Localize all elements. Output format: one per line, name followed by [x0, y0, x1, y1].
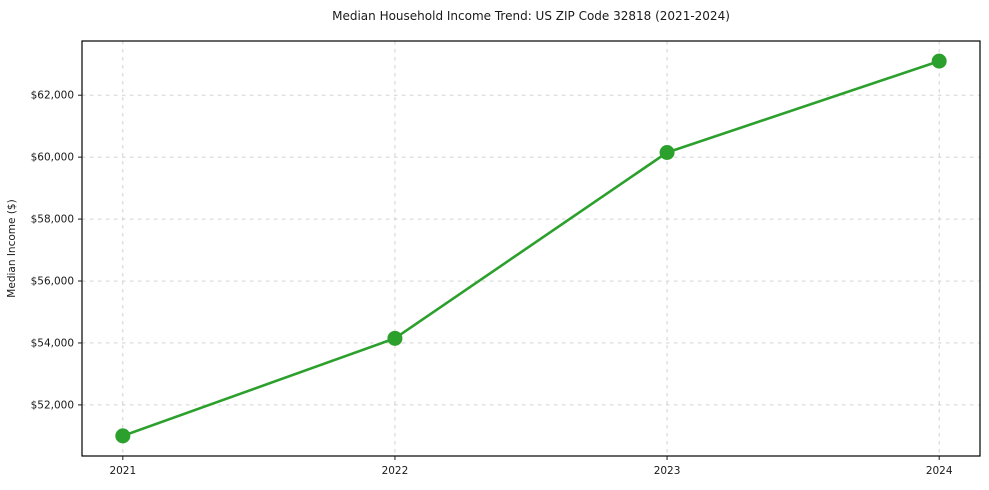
- y-tick-label: $56,000: [31, 275, 74, 287]
- data-point-marker: [659, 144, 675, 160]
- x-tick-label: 2023: [654, 465, 681, 477]
- grid-layer: [82, 41, 980, 456]
- chart-title: Median Household Income Trend: US ZIP Co…: [332, 9, 730, 23]
- x-tick-label: 2021: [109, 465, 136, 477]
- y-tick-label: $54,000: [31, 337, 74, 349]
- y-axis-label: Median Income ($): [6, 199, 18, 297]
- data-layer: [115, 53, 947, 444]
- data-point-marker: [387, 330, 403, 346]
- plot-border: [81, 40, 981, 457]
- y-tick-label: $60,000: [31, 151, 74, 163]
- y-tick-label: $58,000: [31, 213, 74, 225]
- data-line: [121, 59, 941, 438]
- x-tick-label: 2024: [926, 465, 953, 477]
- axis-layer: $52,000 $54,000 $56,000 $58,000 $60,000 $62,0…: [31, 40, 981, 477]
- data-point-marker: [115, 428, 131, 444]
- y-tick-label: $62,000: [31, 90, 74, 102]
- data-point-marker: [931, 53, 947, 69]
- x-tick-label: 2022: [382, 465, 409, 477]
- y-tick-label: $52,000: [31, 399, 74, 411]
